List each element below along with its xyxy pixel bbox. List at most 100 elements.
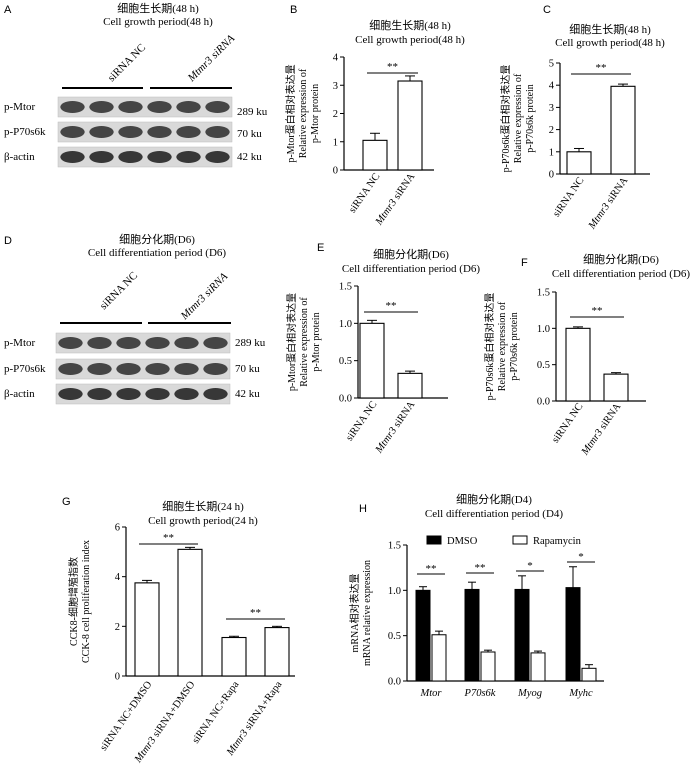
x-category-label: P70s6k xyxy=(464,688,496,699)
blot-band xyxy=(203,363,228,375)
bar xyxy=(221,636,247,677)
bar xyxy=(362,139,388,171)
bar xyxy=(431,634,447,682)
y-tick-label: 2 xyxy=(333,109,338,120)
y-axis-label: CCK-8 cell proliferation index xyxy=(81,540,92,663)
blot-band xyxy=(205,151,230,163)
blot-a-title-cn: 细胞生长期(48 h) xyxy=(117,1,199,15)
bar xyxy=(514,588,530,682)
y-axis-label: Relative expression of xyxy=(298,68,309,158)
bar xyxy=(610,85,636,175)
significance-marker: ** xyxy=(475,562,486,574)
blot-band xyxy=(116,363,141,375)
y-axis-label: p-Mtor蛋白相对表达量 xyxy=(285,293,298,391)
x-category-label: siRNA NC+Rapa xyxy=(190,679,241,746)
blot-d-row-label: p-P70s6k xyxy=(4,363,46,375)
bar xyxy=(480,651,496,682)
chart-title-cn: 细胞生长期(48 h) xyxy=(369,18,451,32)
blot-band xyxy=(58,388,83,400)
blot-d-row-label: p-Mtor xyxy=(4,337,36,349)
y-tick-label: 0 xyxy=(115,672,120,683)
x-category-label: Mtmr3 siRNA xyxy=(586,175,630,232)
y-tick-label: 2 xyxy=(549,125,554,136)
blot-band xyxy=(203,388,228,400)
blot-a-row-label: p-P70s6k xyxy=(4,126,46,138)
x-category-label: Myhc xyxy=(568,688,593,699)
legend-swatch xyxy=(426,535,442,545)
bar xyxy=(415,589,431,682)
bar xyxy=(530,652,546,682)
y-tick-label: 3 xyxy=(333,81,338,92)
x-category-label: siRNA NC xyxy=(344,399,379,443)
blot-band xyxy=(145,388,170,400)
y-axis-label: p-P70s6k蛋白相对表达量 xyxy=(499,65,512,173)
y-tick-label: 5 xyxy=(549,59,554,70)
y-axis-label: Relative expression of xyxy=(497,301,508,391)
y-axis-label: p-P70s6k蛋白相对表达量 xyxy=(483,293,496,401)
blot-band xyxy=(203,337,228,349)
blot-band xyxy=(89,151,114,163)
y-tick-label: 1.5 xyxy=(339,282,352,293)
panel-label-g: G xyxy=(62,496,71,508)
blot-d-group-1: siRNA NC xyxy=(98,270,140,312)
y-axis-label: p-P70s6k protein xyxy=(525,84,536,153)
blot-band xyxy=(116,388,141,400)
x-category-label: siRNA NC xyxy=(550,401,585,445)
y-tick-label: 1.5 xyxy=(537,288,550,299)
chart-f: F 细胞分化期(D6) Cell differentiation period (D… xyxy=(483,252,690,458)
blot-band xyxy=(118,101,143,113)
bar xyxy=(603,373,629,402)
blot-a-group-2: Mtmr3 siRNA xyxy=(185,32,237,84)
blot-band xyxy=(60,151,85,163)
y-tick-label: 0.0 xyxy=(388,677,401,688)
significance-marker: ** xyxy=(596,62,607,74)
blot-d-row-size: 42 ku xyxy=(235,388,260,400)
y-axis-label: p-Mtor蛋白相对表达量 xyxy=(284,64,297,162)
chart-title-en: Cell differentiation period (D4) xyxy=(425,508,564,520)
y-tick-label: 0 xyxy=(333,166,338,177)
x-category-label: Mtor xyxy=(420,688,443,699)
blot-band xyxy=(58,337,83,349)
panel-label-f: F xyxy=(521,257,528,269)
bar xyxy=(565,587,581,682)
blot-a-row-size: 42 ku xyxy=(237,151,262,163)
blot-d-row-label: β-actin xyxy=(4,388,35,400)
bar xyxy=(397,372,423,399)
y-tick-label: 1.0 xyxy=(339,319,352,330)
significance-marker: ** xyxy=(386,300,397,312)
y-tick-label: 0.5 xyxy=(388,631,401,642)
y-axis-label: mRNA relative expression xyxy=(362,560,373,666)
blot-a-group-1: siRNA NC xyxy=(106,42,148,84)
blot-band xyxy=(58,363,83,375)
chart-title-en: Cell differentiation period (D6) xyxy=(552,268,691,280)
y-tick-label: 0.0 xyxy=(537,397,550,408)
chart-h: H 细胞分化期(D4) Cell differentiation period (D… xyxy=(348,492,604,699)
blot-band xyxy=(87,388,112,400)
y-tick-label: 1.0 xyxy=(537,324,550,335)
blot-band xyxy=(147,151,172,163)
blot-band xyxy=(174,337,199,349)
blot-d-title-en: Cell differentiation period (D6) xyxy=(88,247,227,259)
chart-g: G 细胞生长期(24 h) Cell growth period(24 h) CCK8… xyxy=(62,496,295,766)
y-tick-label: 1 xyxy=(333,137,338,148)
panel-label-d: D xyxy=(4,235,12,247)
blot-a-row-size: 70 ku xyxy=(237,128,262,140)
significance-marker: ** xyxy=(426,563,437,575)
y-axis-label: Relative expression of xyxy=(513,73,524,163)
blot-a-membrane xyxy=(57,96,233,168)
chart-title-cn: 细胞分化期(D6) xyxy=(373,247,449,261)
blot-d-row-size: 70 ku xyxy=(235,363,260,375)
legend-swatch xyxy=(512,535,528,545)
y-tick-label: 0.0 xyxy=(339,394,352,405)
blot-band xyxy=(176,151,201,163)
bar xyxy=(177,548,203,677)
panel-label-e: E xyxy=(317,242,324,254)
y-tick-label: 6 xyxy=(115,523,120,534)
x-category-label: siRNA NC xyxy=(551,175,586,219)
chart-title-cn: 细胞分化期(D6) xyxy=(583,252,659,266)
y-tick-label: 0 xyxy=(549,170,554,181)
blot-band xyxy=(205,101,230,113)
chart-title-en: Cell growth period(48 h) xyxy=(555,37,665,49)
chart-title-en: Cell differentiation period (D6) xyxy=(342,263,481,275)
blot-a-title-en: Cell growth period(48 h) xyxy=(103,16,213,28)
